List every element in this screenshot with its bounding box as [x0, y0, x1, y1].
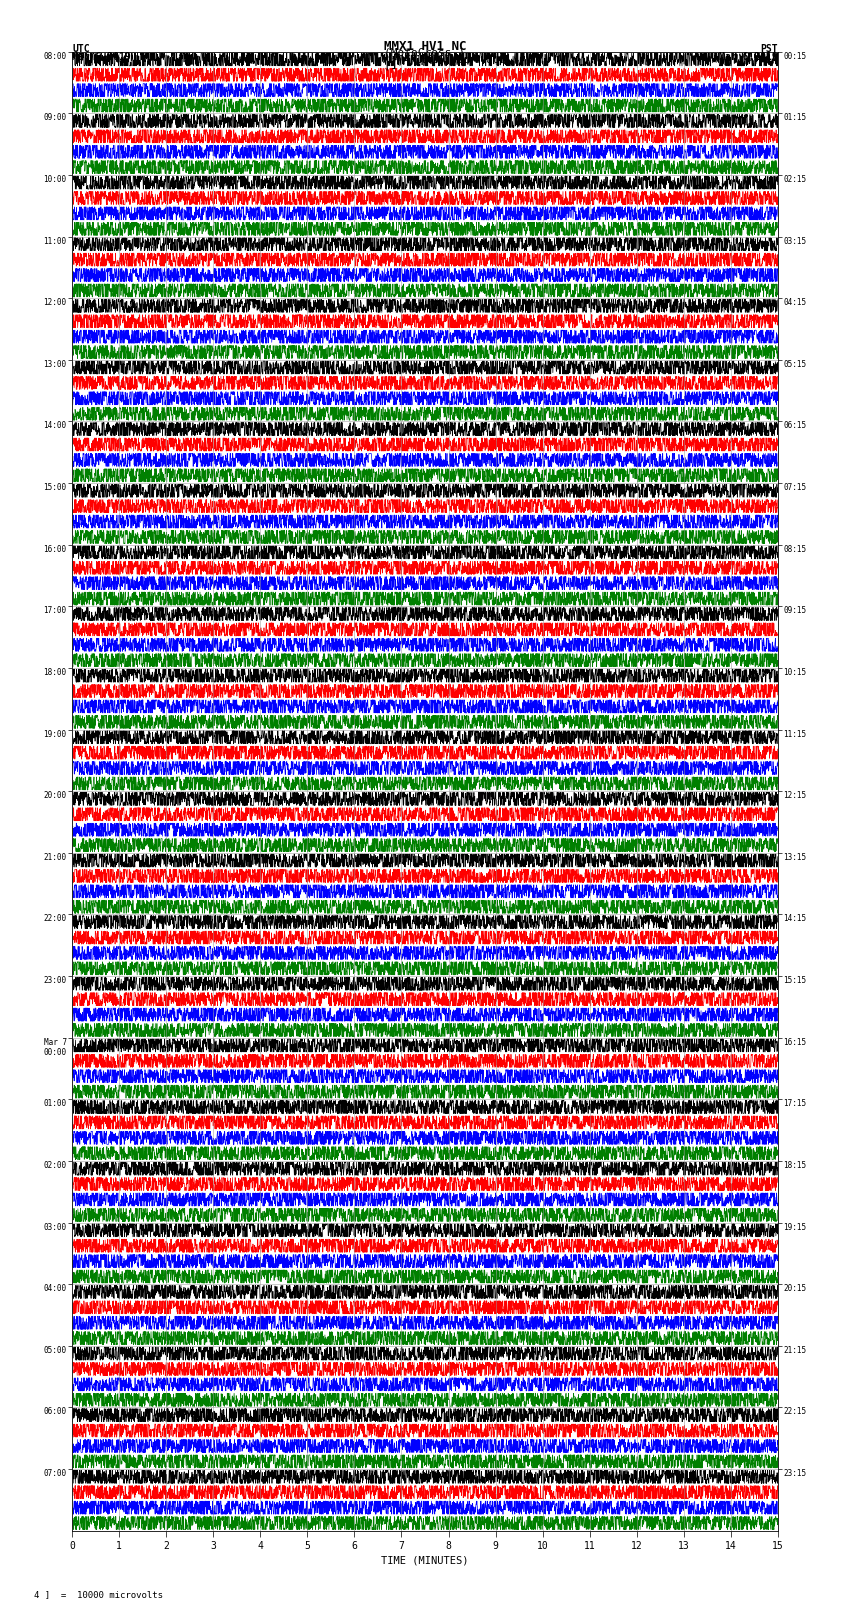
- Text: MMX1 HV1 NC: MMX1 HV1 NC: [383, 39, 467, 53]
- Text: ]: ]: [389, 56, 398, 69]
- Text: 4 ]  =  10000 microvolts: 4 ] = 10000 microvolts: [34, 1590, 163, 1600]
- Text: Mar 6,2019: Mar 6,2019: [719, 52, 778, 63]
- Text: (MotoCross ): (MotoCross ): [384, 47, 466, 58]
- Text: PST: PST: [760, 44, 778, 55]
- X-axis label: TIME (MINUTES): TIME (MINUTES): [382, 1555, 468, 1565]
- Text: Mar 6,2019: Mar 6,2019: [72, 52, 131, 63]
- Text: = 10000 microvolts: = 10000 microvolts: [398, 55, 509, 65]
- Text: |: |: [382, 56, 391, 69]
- Text: UTC: UTC: [72, 44, 90, 55]
